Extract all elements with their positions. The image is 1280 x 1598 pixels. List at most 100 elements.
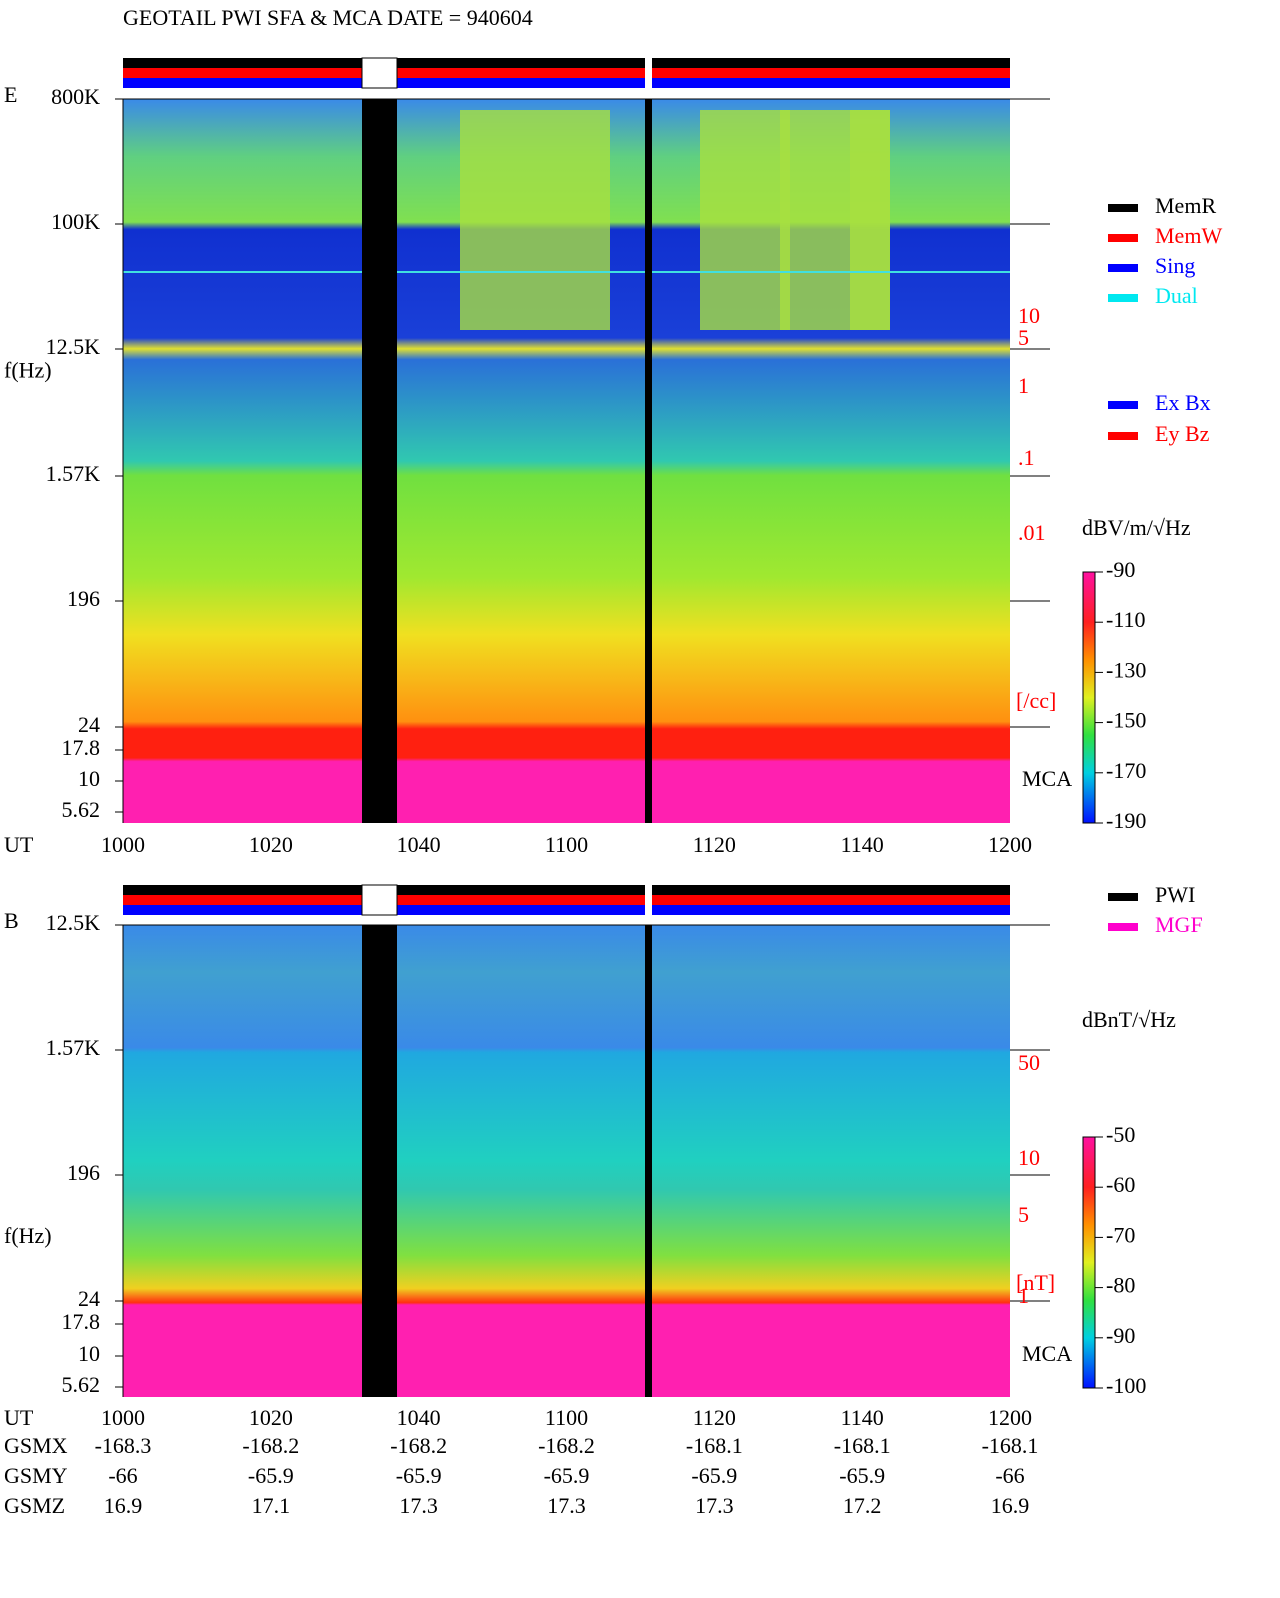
x-tick-label: 1040 bbox=[397, 1405, 441, 1430]
emission-burst bbox=[460, 110, 500, 330]
right-tick-label: 10 bbox=[1018, 303, 1040, 328]
orbit-value: 17.2 bbox=[843, 1493, 882, 1518]
panel-label: E bbox=[4, 82, 17, 107]
legend-label: Ey Bz bbox=[1155, 421, 1210, 446]
y-tick-label: 17.8 bbox=[62, 735, 101, 760]
legend-swatch bbox=[1108, 264, 1138, 272]
orbit-value: -168.2 bbox=[538, 1433, 595, 1458]
orbit-value: -65.9 bbox=[248, 1463, 294, 1488]
x-tick-label: 1200 bbox=[988, 1405, 1032, 1430]
x-tick-label: 1020 bbox=[249, 832, 293, 857]
y-axis-label: f(Hz) bbox=[4, 358, 52, 383]
orbit-value: -66 bbox=[995, 1463, 1024, 1488]
x-tick-label: 1000 bbox=[101, 832, 145, 857]
status-gap bbox=[361, 57, 398, 89]
right-tick-label: 1 bbox=[1018, 373, 1029, 398]
right-tick-label: 5 bbox=[1018, 1202, 1029, 1227]
orbit-value: 16.9 bbox=[991, 1493, 1030, 1518]
legend-swatch bbox=[1108, 893, 1138, 901]
legend-swatch bbox=[1108, 204, 1138, 212]
orbit-value: -66 bbox=[108, 1463, 137, 1488]
orbit-value: -168.3 bbox=[95, 1433, 152, 1458]
colorbar-tick-label: -70 bbox=[1106, 1222, 1135, 1247]
y-axis-label: f(Hz) bbox=[4, 1223, 52, 1248]
legend-swatch bbox=[1108, 432, 1138, 440]
orbit-value: -65.9 bbox=[691, 1463, 737, 1488]
y-tick-label: 24 bbox=[78, 1286, 100, 1311]
status-bar bbox=[123, 58, 1010, 68]
colorbar-tick-label: -130 bbox=[1106, 657, 1146, 682]
orbit-value: -168.1 bbox=[834, 1433, 891, 1458]
y-tick-label: 1.57K bbox=[46, 461, 101, 486]
y-tick-label: 5.62 bbox=[62, 797, 101, 822]
y-tick-label: 17.8 bbox=[62, 1309, 101, 1334]
orbit-value: -168.2 bbox=[242, 1433, 299, 1458]
x-tick-label: 1140 bbox=[841, 1405, 884, 1430]
x-tick-label: 1040 bbox=[397, 832, 441, 857]
x-axis-label: UT bbox=[4, 1405, 34, 1430]
x-tick-label: 1200 bbox=[988, 832, 1032, 857]
orbit-value: 17.3 bbox=[695, 1493, 734, 1518]
legend-label: MGF bbox=[1155, 912, 1203, 937]
colorbar-tick-label: -90 bbox=[1106, 1323, 1135, 1348]
y-tick-label: 196 bbox=[67, 1160, 100, 1185]
legend-label: MemR bbox=[1155, 193, 1216, 218]
legend-label: Sing bbox=[1155, 253, 1195, 278]
legend-swatch bbox=[1108, 234, 1138, 242]
colorbar bbox=[1082, 1136, 1096, 1389]
colorbar-unit: dBV/m/√Hz bbox=[1082, 515, 1191, 540]
y-tick-label: 5.62 bbox=[62, 1372, 101, 1397]
colorbar-tick-label: -170 bbox=[1106, 758, 1146, 783]
legend-swatch bbox=[1108, 401, 1138, 409]
right-tick-label: .1 bbox=[1018, 445, 1035, 470]
y-tick-label: 10 bbox=[78, 1341, 100, 1366]
orbit-value: 16.9 bbox=[104, 1493, 143, 1518]
mca-label: MCA bbox=[1022, 1341, 1072, 1366]
orbit-value: -168.2 bbox=[390, 1433, 447, 1458]
y-tick-label: 12.5K bbox=[46, 334, 101, 359]
right-unit: [/cc] bbox=[1016, 688, 1056, 713]
orbit-value: 17.3 bbox=[547, 1493, 586, 1518]
status-bar bbox=[123, 78, 1010, 88]
status-bar bbox=[123, 905, 1010, 915]
status-gap bbox=[361, 884, 398, 916]
status-gap bbox=[645, 885, 652, 915]
orbit-row-label: GSMX bbox=[4, 1433, 68, 1458]
orbit-row-label: GSMY bbox=[4, 1463, 68, 1488]
orbit-value: -65.9 bbox=[396, 1463, 442, 1488]
data-gap bbox=[645, 925, 652, 1397]
colorbar-tick-label: -80 bbox=[1106, 1273, 1135, 1298]
y-tick-label: 24 bbox=[78, 712, 100, 737]
colorbar-tick-label: -90 bbox=[1106, 557, 1135, 582]
x-tick-label: 1100 bbox=[545, 1405, 588, 1430]
right-tick-label: .01 bbox=[1018, 520, 1046, 545]
x-tick-label: 1120 bbox=[693, 1405, 736, 1430]
mca-label: MCA bbox=[1022, 766, 1072, 791]
colorbar bbox=[1082, 571, 1096, 824]
orbit-row-label: GSMZ bbox=[4, 1493, 65, 1518]
orbit-value: 17.3 bbox=[399, 1493, 438, 1518]
colorbar-tick-label: -110 bbox=[1106, 607, 1146, 632]
colorbar-tick-label: -60 bbox=[1106, 1172, 1135, 1197]
emission-burst bbox=[700, 110, 790, 330]
spectrogram bbox=[123, 925, 1010, 1397]
x-axis-label: UT bbox=[4, 832, 34, 857]
x-tick-label: 1020 bbox=[249, 1405, 293, 1430]
y-tick-label: 800K bbox=[51, 84, 100, 109]
right-unit: [nT] bbox=[1016, 1270, 1055, 1295]
status-bar bbox=[123, 68, 1010, 78]
orbit-value: -168.1 bbox=[686, 1433, 743, 1458]
legend-swatch bbox=[1108, 923, 1138, 931]
x-tick-label: 1120 bbox=[693, 832, 736, 857]
orbit-value: 17.1 bbox=[252, 1493, 291, 1518]
data-gap bbox=[362, 99, 397, 823]
legend-swatch bbox=[1108, 294, 1138, 302]
emission-burst bbox=[850, 110, 890, 330]
data-gap bbox=[362, 925, 397, 1397]
colorbar-tick-label: -190 bbox=[1106, 808, 1146, 833]
orbit-value: -168.1 bbox=[982, 1433, 1039, 1458]
right-tick-label: 5 bbox=[1018, 325, 1029, 350]
y-tick-label: 12.5K bbox=[46, 910, 101, 935]
legend-label: Ex Bx bbox=[1155, 390, 1211, 415]
